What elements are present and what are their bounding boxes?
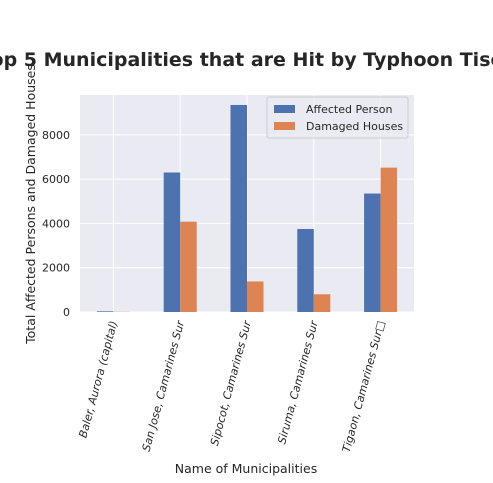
y-axis-ticks: 0 2000 4000 6000 8000: [42, 129, 70, 319]
bar-affected-person: [163, 172, 181, 312]
y-axis-label: Total Affected Persons and Damaged House…: [23, 64, 38, 345]
bar-damaged-houses: [247, 281, 264, 312]
bar-damaged-houses: [313, 294, 331, 312]
y-tick-label: 0: [63, 306, 70, 319]
bar-affected-person: [230, 104, 247, 312]
legend-box: [266, 96, 409, 139]
bar-affected-person: [96, 311, 114, 312]
bar-affected-person: [364, 193, 381, 312]
legend-swatch: [274, 122, 295, 130]
legend-label: Damaged Houses: [306, 120, 403, 133]
bar-damaged-houses: [180, 221, 197, 312]
y-tick-label: 6000: [42, 173, 70, 186]
bar-damaged-houses: [380, 167, 398, 312]
legend: Affected Person Damaged Houses: [266, 96, 409, 139]
bar-affected-person: [297, 228, 314, 312]
y-tick-label: 4000: [42, 217, 70, 230]
chart-title: Top 5 Municipalities that are Hit by Typ…: [0, 49, 493, 71]
y-tick-label: 2000: [42, 262, 70, 275]
bars: [96, 104, 398, 312]
y-tick-label: 8000: [42, 129, 70, 142]
legend-swatch: [274, 105, 295, 113]
legend-label: Affected Person: [306, 103, 392, 116]
x-axis-label: Name of Municipalities: [175, 461, 317, 476]
